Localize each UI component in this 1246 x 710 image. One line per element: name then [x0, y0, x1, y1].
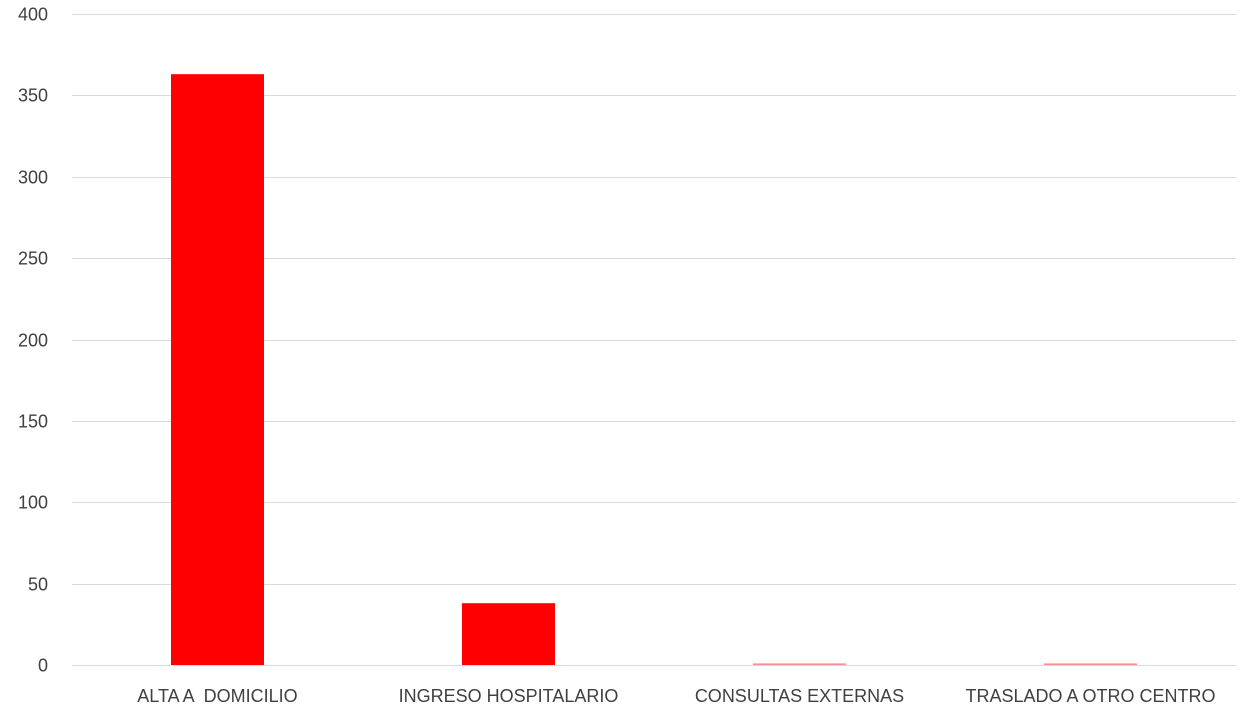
y-tick-label: 200 [18, 331, 48, 351]
y-axis-ticks: 0 50 100 150 200 250 300 350 400 [18, 5, 48, 676]
y-tick-label: 300 [18, 168, 48, 188]
gridlines [72, 14, 1236, 666]
x-tick-label: CONSULTAS EXTERNAS [695, 686, 904, 706]
y-tick-label: 400 [18, 5, 48, 25]
y-tick-label: 100 [18, 493, 48, 513]
y-tick-label: 150 [18, 412, 48, 432]
y-tick-label: 250 [18, 249, 48, 269]
y-tick-label: 350 [18, 86, 48, 106]
y-tick-label: 50 [28, 575, 48, 595]
x-axis-ticks: ALTA A DOMICILIO INGRESO HOSPITALARIO CONS… [137, 686, 1215, 706]
bar-3 [1044, 663, 1137, 665]
bars [171, 74, 1137, 665]
bar-2 [753, 663, 846, 665]
x-tick-label: ALTA A DOMICILIO [137, 686, 297, 706]
x-tick-label: TRASLADO A OTRO CENTRO [965, 686, 1215, 706]
x-tick-label: INGRESO HOSPITALARIO [399, 686, 619, 706]
bar-0 [171, 74, 264, 665]
y-tick-label: 0 [38, 656, 48, 676]
bar-1 [462, 603, 555, 665]
